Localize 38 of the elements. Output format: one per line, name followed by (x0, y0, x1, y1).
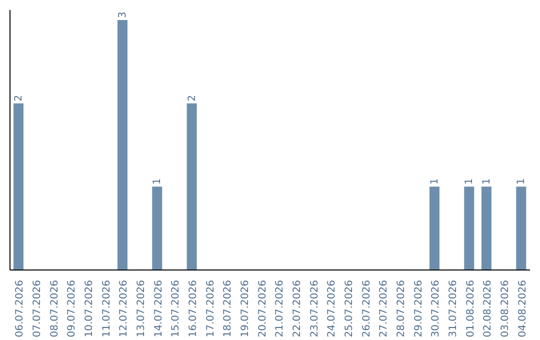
data-label: 1 (516, 178, 528, 185)
x-tick-label: 08.07.2026 (49, 280, 60, 338)
x-tick-label: 25.07.2026 (344, 280, 355, 338)
x-tick-label: 07.07.2026 (32, 280, 43, 338)
data-label: 1 (464, 178, 476, 185)
x-tick-label: 17.07.2026 (205, 280, 216, 338)
x-tick-label: 06.07.2026 (14, 280, 26, 338)
x-tick-label: 04.08.2026 (517, 280, 528, 338)
x-tick-label: 09.07.2026 (66, 280, 78, 338)
x-tick-label: 21.07.2026 (274, 280, 286, 338)
x-tick-label: 22.07.2026 (292, 280, 303, 338)
x-tick-label: 24.07.2026 (326, 280, 338, 338)
x-tick-label: 16.07.2026 (188, 280, 199, 338)
x-tick-label: 30.07.2026 (430, 280, 442, 338)
x-tick-label: 11.07.2026 (101, 280, 112, 338)
data-label: 2 (13, 94, 24, 102)
x-tick-label: 28.07.2026 (396, 280, 407, 338)
data-label: 1 (152, 178, 164, 185)
x-tick-label: 14.07.2026 (153, 280, 164, 338)
data-label: 1 (429, 178, 440, 185)
x-tick-label: 13.07.2026 (136, 280, 147, 338)
data-label: 2 (186, 94, 198, 102)
x-tick-label: 02.08.2026 (482, 280, 494, 338)
x-tick-label: 27.07.2026 (378, 280, 390, 338)
x-tick-label: 23.07.2026 (309, 280, 320, 338)
data-label: 3 (117, 12, 128, 18)
x-tick-label: 20.07.2026 (257, 280, 268, 338)
x-tick-label: 19.07.2026 (240, 280, 251, 338)
x-tick-label: 18.07.2026 (222, 280, 234, 338)
data-label: 1 (481, 178, 492, 185)
x-tick-label: 26.07.2026 (361, 280, 372, 338)
x-tick-label: 10.07.2026 (84, 280, 95, 338)
x-tick-label: 01.08.2026 (465, 280, 476, 338)
x-tick-label: 03.08.2026 (500, 280, 511, 338)
x-tick-label: 29.07.2026 (413, 280, 424, 338)
x-tick-label: 12.07.2026 (118, 280, 130, 338)
x-tick-label: 31.07.2026 (448, 280, 459, 338)
x-tick-label: 15.07.2026 (170, 280, 182, 338)
